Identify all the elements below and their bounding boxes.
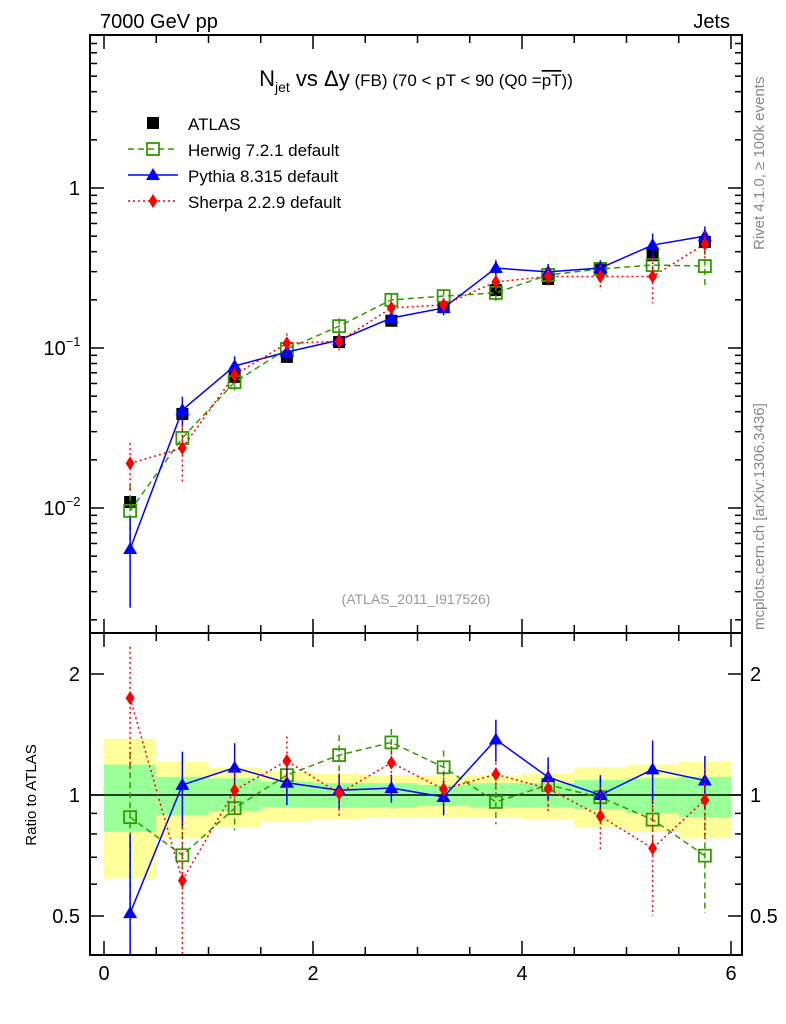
- sherpa-data-point: [595, 269, 605, 284]
- sherpa-ratio-point: [386, 755, 396, 770]
- legend-sherpa-label: Sherpa 2.2.9 default: [188, 193, 341, 212]
- pythia-ratio-point: [488, 732, 503, 745]
- x-tick-label: 4: [516, 963, 527, 985]
- ratio-tick-label-right: 1: [750, 785, 761, 807]
- sherpa-data-point: [125, 456, 135, 471]
- ratio-tick-label: 1: [69, 785, 80, 807]
- herwig-ratio-point: [123, 810, 138, 825]
- title-main: N: [259, 66, 275, 91]
- mcplots-label: mcplots.cern.ch [arXiv:1306.3436]: [751, 403, 768, 630]
- herwig-line: [129, 264, 705, 512]
- header-right: Jets: [693, 11, 730, 33]
- herwig-data-point: [645, 258, 660, 272]
- sherpa-data-point: [543, 269, 553, 284]
- sherpa-data-point: [386, 300, 396, 315]
- sherpa-data-point: [177, 441, 187, 456]
- pythia-data-point: [227, 358, 242, 371]
- herwig-data-point: [697, 259, 712, 273]
- ratio-ylabel: Ratio to ATLAS: [23, 744, 40, 845]
- ratio-frame: [89, 632, 743, 956]
- title-over: pT: [542, 71, 562, 90]
- herwig-data-point: [332, 319, 347, 334]
- analysis-watermark: (ATLAS_2011_I917526): [342, 591, 491, 607]
- sherpa-data-point: [491, 274, 501, 289]
- sherpa-ratio-point: [648, 841, 658, 856]
- chart-title: Njet vs Δy (FB) (70 < pT < 90 (Q0 =pT)): [259, 66, 573, 95]
- y-tick-exponent: −2: [66, 494, 81, 509]
- rivet-label: Rivet 4.1.0, ≥ 100k events: [751, 77, 768, 250]
- pythia-data-point: [645, 238, 660, 251]
- herwig-ratio-point: [332, 748, 347, 762]
- pythia-data-point: [384, 310, 399, 323]
- data-marks: [123, 226, 712, 955]
- sherpa-ratio-point: [543, 781, 553, 796]
- legend-pythia-label: Pythia 8.315 default: [188, 167, 339, 186]
- pythia-ratio-point: [123, 906, 138, 919]
- x-tick-label: 6: [725, 963, 736, 985]
- herwig-data-point: [123, 503, 138, 518]
- title-sub: jet: [274, 79, 290, 95]
- legend-atlas-label: ATLAS: [188, 115, 241, 134]
- herwig-ratio-point: [384, 735, 399, 750]
- sherpa-data-point: [282, 336, 292, 351]
- y-tick-label: 1: [69, 178, 80, 200]
- herwig-ratio-point: [175, 848, 190, 863]
- pythia-ratio-line: [129, 738, 706, 914]
- pythia-ratio-point: [645, 762, 660, 775]
- pythia-ratio-point: [175, 777, 190, 790]
- herwig-ratio-point: [488, 795, 503, 809]
- pythia-ratio-point: [227, 760, 242, 773]
- sherpa-ratio-point: [125, 690, 135, 705]
- y-tick-label: 10−2: [43, 494, 80, 520]
- sherpa-ratio-line: [129, 697, 706, 883]
- sherpa-ratio-point: [700, 793, 710, 808]
- ratio-tick-label: 2: [69, 664, 80, 686]
- pythia-ratio-point: [541, 770, 556, 783]
- title-end: )): [562, 71, 573, 90]
- legend-atlas-marker: [147, 117, 159, 129]
- sherpa-data-point: [700, 236, 710, 251]
- pythia-line: [129, 235, 706, 550]
- legend-pythia-marker: [146, 168, 160, 180]
- y-tick-exponent: −1: [66, 334, 81, 349]
- herwig-ratio-line: [129, 741, 706, 857]
- sherpa-data-point: [334, 334, 344, 349]
- sherpa-ratio-point: [334, 786, 344, 801]
- ratio-tick-label: 0.5: [52, 906, 80, 928]
- sherpa-data-point: [230, 368, 240, 383]
- pythia-data-point: [123, 542, 138, 555]
- title-rest: vs Δy: [290, 66, 350, 91]
- pythia-data-point: [593, 261, 608, 274]
- pythia-data-point: [488, 261, 503, 274]
- x-tick-label: 2: [307, 963, 318, 985]
- sherpa-ratio-point: [439, 782, 449, 797]
- pythia-data-point: [279, 345, 294, 358]
- ratio-tick-label-right: 0.5: [750, 906, 778, 928]
- sherpa-ratio-point: [491, 767, 501, 782]
- sherpa-ratio-point: [230, 783, 240, 798]
- legend-herwig-marker: [146, 142, 160, 156]
- pythia-data-point: [697, 229, 712, 242]
- pythia-data-point: [175, 402, 190, 415]
- legend-sherpa-marker: [148, 194, 158, 208]
- herwig-ratio-point: [697, 848, 712, 863]
- sherpa-ratio-point: [177, 873, 187, 888]
- legend: ATLAS Herwig 7.2.1 default Pythia 8.315 de…: [128, 115, 341, 212]
- axes: 0 2 4 6 1 10−1 10−2 2 2 1 1 0.5 0.5: [43, 34, 778, 985]
- herwig-ratio-point: [436, 760, 451, 775]
- header-left: 7000 GeV pp: [100, 11, 218, 33]
- y-tick-label: 10−1: [43, 334, 80, 360]
- legend-herwig-label: Herwig 7.2.1 default: [188, 141, 339, 160]
- x-tick-label: 0: [98, 963, 109, 985]
- sherpa-data-point: [439, 297, 449, 312]
- sherpa-ratio-point: [282, 753, 292, 768]
- ratio-tick-label-right: 2: [750, 664, 761, 686]
- title-small: (FB) (70 < pT < 90 (Q0 =: [350, 71, 542, 90]
- sherpa-line: [129, 243, 706, 465]
- pythia-ratio-point: [384, 781, 399, 794]
- sherpa-ratio-point: [595, 809, 605, 824]
- sherpa-data-point: [648, 269, 658, 284]
